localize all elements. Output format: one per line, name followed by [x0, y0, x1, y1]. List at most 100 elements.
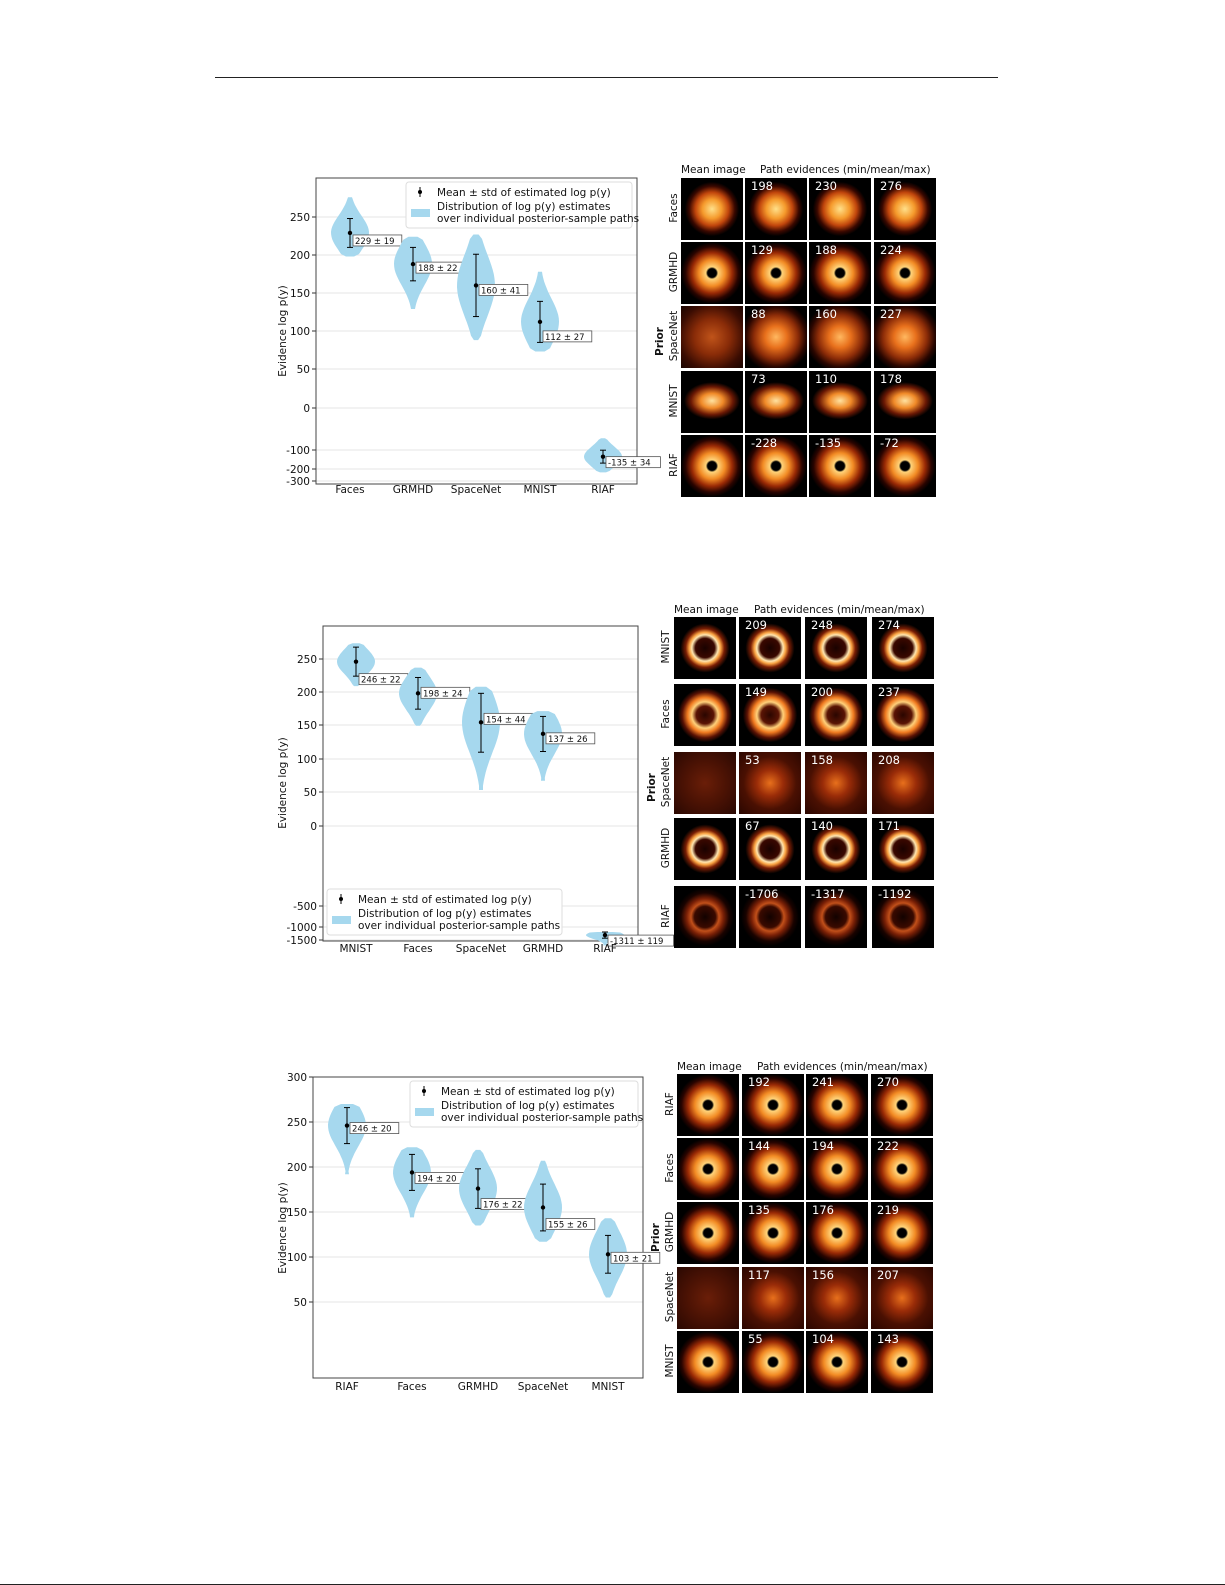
grid3-path-sample-cell: 143 [871, 1331, 933, 1393]
chart2-ytick-label: 50 [304, 787, 317, 799]
chart1-mean-point [600, 454, 606, 459]
grid3-path-evidence-value: 135 [748, 1203, 770, 1217]
grid2-path-sample-cell: -1317 [805, 886, 867, 948]
grid3-header-path-evidences: Path evidences (min/mean/max) [757, 1061, 928, 1073]
grid2-mean-image-cell [674, 818, 736, 880]
chart2-mean-point [478, 720, 484, 725]
chart3-ytick-label: 300 [287, 1072, 307, 1084]
chart3-ytick-label: 50 [294, 1297, 307, 1309]
chart3-legend-violin-icon [415, 1108, 434, 1116]
grid2-row-label: Faces [660, 699, 672, 729]
chart2-value-label: 246 ± 22 [361, 676, 401, 686]
grid3-path-evidence-value: 241 [812, 1075, 834, 1089]
chart1-value-label: 188 ± 22 [418, 264, 458, 274]
grid1-mean-image-cell [681, 371, 743, 433]
chart3-ytick-label: 100 [287, 1252, 307, 1264]
chart1-value-label: -135 ± 34 [608, 459, 651, 469]
grid2-mean-image-cell [674, 886, 736, 948]
grid3-row-label: GRMHD [664, 1211, 676, 1253]
grid1-path-evidence-value: 88 [751, 307, 766, 321]
chart2-xtick-label: RIAF [593, 943, 617, 955]
grid3-row-label: MNIST [664, 1344, 676, 1378]
grid2-path-sample-cell: 248 [805, 617, 867, 679]
grid1-mean-image-cell [681, 178, 743, 240]
chart1-ytick-label: -300 [286, 476, 310, 488]
chart2-value-label: 198 ± 24 [423, 689, 463, 699]
grid2-path-sample-cell: 158 [805, 752, 867, 814]
grid1-path-sample-cell: 276 [874, 178, 936, 240]
grid2-path-sample-cell: -1706 [739, 886, 801, 948]
chart1-value-box [352, 234, 403, 247]
grid2-path-evidence-value: 140 [811, 819, 833, 833]
chart1-mean-point [347, 230, 353, 236]
grid1-header-path-evidences: Path evidences (min/mean/max) [760, 164, 931, 176]
grid3-path-sample-cell: 117 [742, 1267, 804, 1329]
grid2-path-sample-cell: 200 [805, 684, 867, 746]
chart3-value-label: 194 ± 20 [417, 1174, 457, 1184]
grid1-path-sample-cell: -135 [809, 435, 871, 497]
chart1-ytick-label: 200 [290, 250, 310, 262]
chart2-legend-point-icon [339, 897, 343, 901]
grid2-path-evidence-value: -1192 [878, 887, 912, 901]
grid3-path-sample-cell: 222 [871, 1138, 933, 1200]
chart1-xtick-label: MNIST [523, 484, 557, 496]
grid3-path-evidence-value: 207 [877, 1268, 899, 1282]
grid1-mean-image-cell [681, 306, 743, 368]
grid2-path-evidence-value: 67 [745, 819, 760, 833]
chart3-value-label: 176 ± 22 [483, 1201, 523, 1211]
chart1-mean-point [537, 319, 543, 325]
grid1-path-sample-cell: 110 [809, 371, 871, 433]
chart1-ytick-label: 100 [290, 326, 310, 338]
grid1-path-evidence-value: 110 [815, 372, 837, 386]
chart2-ytick-label: -500 [293, 901, 317, 913]
grid1-mean-image-cell [681, 242, 743, 304]
chart3-xtick-label: SpaceNet [518, 1381, 568, 1393]
chart1-value-label: 229 ± 19 [355, 237, 395, 247]
chart1-xtick-label: RIAF [591, 484, 615, 496]
grid2-mean-image-cell [674, 752, 736, 814]
chart2-ytick-label: 150 [297, 720, 317, 732]
grid2-path-evidence-value: 149 [745, 685, 767, 699]
chart3-legend-dist-label: Distribution of log p(y) estimates [441, 1100, 614, 1112]
grid1-path-evidence-value: 73 [751, 372, 766, 386]
grid2-path-sample-cell: -1192 [872, 886, 934, 948]
grid2-path-sample-cell: 140 [805, 818, 867, 880]
chart2-xtick-label: MNIST [339, 943, 373, 955]
grid1-path-sample-cell: 230 [809, 178, 871, 240]
grid3-path-sample-cell: 241 [806, 1074, 868, 1136]
chart1-value-box [542, 330, 593, 343]
grid2-path-evidence-value: 274 [878, 618, 900, 632]
chart2-legend-violin-icon [332, 916, 351, 924]
grid2-prior-label: Prior [646, 773, 658, 802]
chart3-ytick-label: 250 [287, 1117, 307, 1129]
grid2-path-evidence-value: -1317 [811, 887, 845, 901]
grid3-path-evidence-value: 117 [748, 1268, 770, 1282]
grid1-path-sample-cell: 129 [745, 242, 807, 304]
grid3-path-evidence-value: 194 [812, 1139, 834, 1153]
grid3-path-evidence-value: 176 [812, 1203, 834, 1217]
grid1-row-label: SpaceNet [668, 310, 680, 362]
chart1-ytick-label: 250 [290, 212, 310, 224]
chart1-legend-violin-icon [411, 209, 430, 217]
chart3-legend-mean-label: Mean ± std of estimated log p(y) [441, 1086, 615, 1098]
grid2-path-sample-cell: 53 [739, 752, 801, 814]
grid3-mean-image-cell [677, 1074, 739, 1136]
chart3-mean-point [540, 1205, 546, 1210]
chart3-mean-point [475, 1186, 481, 1191]
grid2-header-mean-image: Mean image [674, 604, 739, 616]
grid1-path-sample-cell: 73 [745, 371, 807, 433]
chart2-xtick-label: GRMHD [523, 943, 563, 955]
chart3-xtick-label: GRMHD [458, 1381, 498, 1393]
grid3-path-evidence-value: 156 [812, 1268, 834, 1282]
grid3-path-evidence-value: 55 [748, 1332, 763, 1346]
grid1-path-evidence-value: 188 [815, 243, 837, 257]
chart1-legend-dist-label: Distribution of log p(y) estimates [437, 201, 610, 213]
chart2-value-label: 137 ± 26 [548, 735, 588, 745]
grid1-path-evidence-value: 198 [751, 179, 773, 193]
grid3-path-evidence-value: 192 [748, 1075, 770, 1089]
chart3-value-label: 155 ± 26 [548, 1221, 588, 1231]
grid3-path-evidence-value: 104 [812, 1332, 834, 1346]
chart2-value-box [607, 934, 674, 947]
grid3-row-label: RIAF [664, 1092, 676, 1116]
